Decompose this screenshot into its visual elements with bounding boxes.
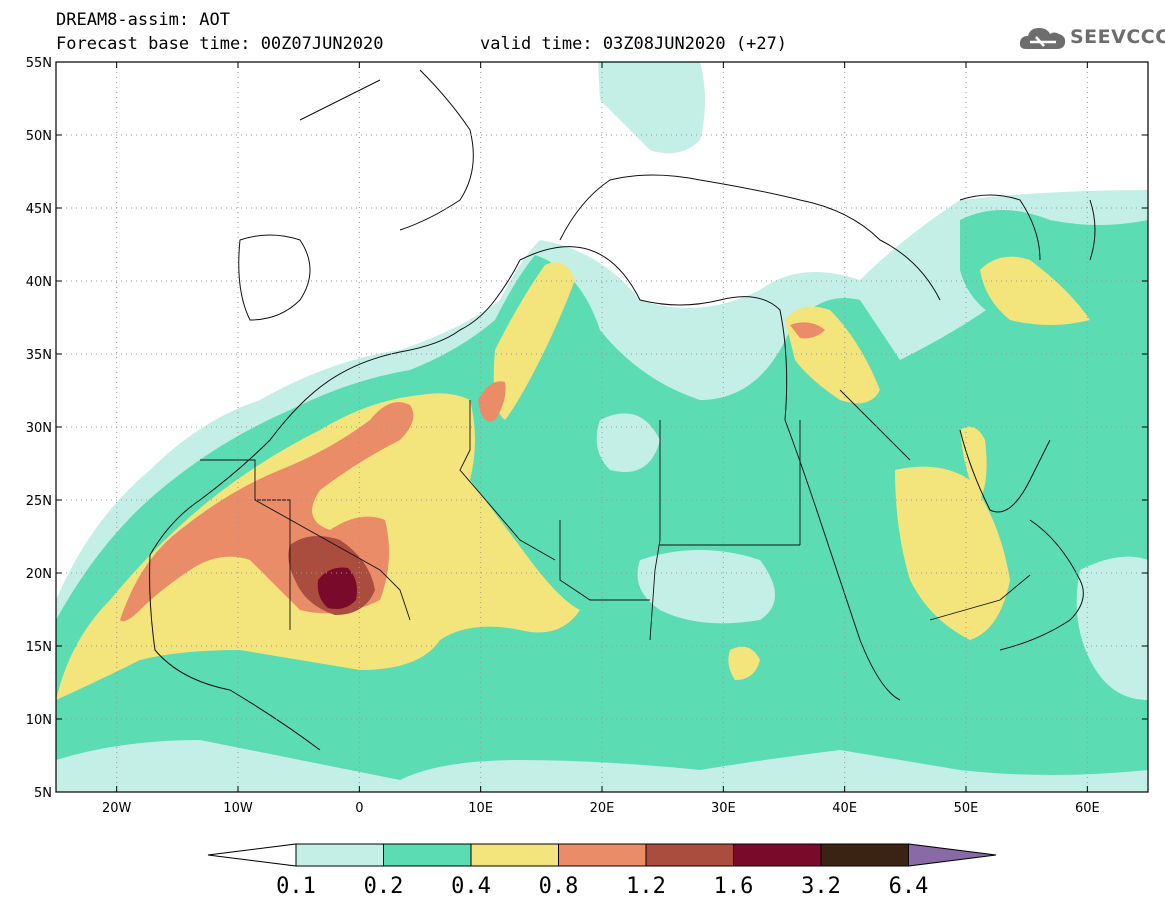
- colorbar-label: 0.4: [451, 874, 491, 899]
- lat-tick-label: 35N: [26, 348, 52, 363]
- lat-tick-label: 45N: [26, 202, 52, 217]
- colorbar: 0.1 0.2 0.4 0.8 1.2 1.6 3.2 6.4: [207, 843, 997, 899]
- lat-tick-label: 50N: [26, 129, 52, 144]
- lat-tick-label: 10N: [26, 713, 52, 728]
- lat-tick-label: 30N: [26, 421, 52, 436]
- colorbar-over-arrow: [908, 843, 997, 867]
- colorbar-label: 1.2: [626, 874, 666, 899]
- lat-tick-label: 20N: [26, 567, 52, 582]
- colorbar-segment: [645, 843, 734, 867]
- latitude-axis: 55N 50N 45N 40N 35N 30N 25N 20N 15N 10N 5N: [26, 56, 1148, 801]
- lon-tick-label: 20W: [102, 801, 132, 816]
- colorbar-label: 6.4: [889, 874, 929, 899]
- lon-tick-label: 30E: [711, 801, 736, 816]
- lon-tick-label: 10E: [468, 801, 493, 816]
- lon-tick-label: 10W: [223, 801, 253, 816]
- valid-time: valid time: 03Z08JUN2020 (+27): [480, 34, 788, 54]
- aot-holes: [596, 413, 1148, 700]
- colorbar-under-arrow: [207, 843, 297, 867]
- aot-level-1.6: [317, 567, 357, 609]
- map-title: DREAM8-assim: AOT: [56, 10, 230, 30]
- cloud-icon: [1019, 28, 1066, 49]
- grid-lines: [56, 62, 1148, 792]
- colorbar-segment: [470, 843, 559, 867]
- lon-tick-label: 40E: [832, 801, 857, 816]
- colorbar-segment: [733, 843, 822, 867]
- colorbar-segment: [383, 843, 472, 867]
- lat-tick-label: 5N: [34, 786, 52, 801]
- seevccc-logo: SEEVCCC: [1018, 22, 1165, 56]
- lon-tick-label: 0: [355, 801, 363, 816]
- colorbar-label: 0.1: [276, 874, 316, 899]
- lat-tick-label: 55N: [26, 56, 52, 71]
- country-borders: [200, 389, 1031, 641]
- forecast-base-time: Forecast base time: 00Z07JUN2020: [56, 34, 384, 54]
- colorbar-label: 3.2: [801, 874, 841, 899]
- logo-text: SEEVCCC: [1070, 26, 1165, 48]
- lat-tick-label: 15N: [26, 640, 52, 655]
- colorbar-label: 0.2: [364, 874, 404, 899]
- longitude-axis: 20W 10W 0 10E 20E 30E 40E 50E 60E: [102, 62, 1100, 816]
- colorbar-label: 1.6: [714, 874, 754, 899]
- colorbar-label: 0.8: [539, 874, 579, 899]
- lon-tick-label: 60E: [1075, 801, 1100, 816]
- lon-tick-label: 50E: [954, 801, 979, 816]
- colorbar-segment: [820, 843, 909, 867]
- coastlines: [149, 69, 1096, 751]
- lon-tick-label: 20E: [590, 801, 615, 816]
- colorbar-segment: [558, 843, 647, 867]
- lat-tick-label: 25N: [26, 494, 52, 509]
- lat-tick-label: 40N: [26, 275, 52, 290]
- colorbar-segment: [295, 843, 384, 867]
